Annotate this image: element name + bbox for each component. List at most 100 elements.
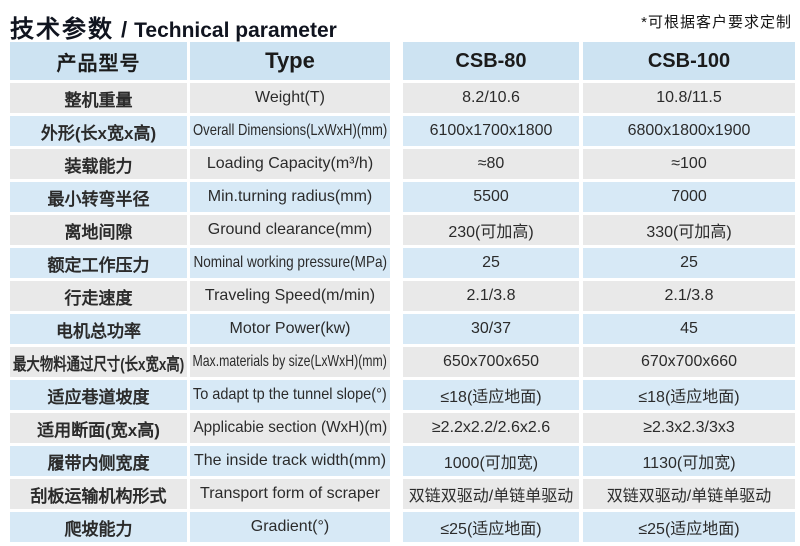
value-csb80: 5500	[473, 188, 509, 205]
param-name-en-cell: Weight(T)	[190, 83, 390, 113]
param-name-en-cell: Min.turning radius(mm)	[190, 182, 390, 212]
value-csb100: 330(可加高)	[646, 224, 732, 241]
value-csb80-cell: ≤25(适应地面)	[403, 512, 579, 542]
table-row: 最大物料通过尺寸(长x宽x高) Max.materials by size(Lx…	[10, 347, 795, 377]
value-csb80-cell: 2.1/3.8	[403, 281, 579, 311]
param-name-en-cell: The inside track width(mm)	[190, 446, 390, 476]
param-name-en: Gradient(°)	[250, 518, 330, 535]
value-csb80: ≤18(适应地面)	[440, 389, 542, 406]
param-name-zh-cell: 履带内侧宽度	[10, 446, 187, 476]
header-type: Type	[190, 42, 390, 80]
value-csb80: 8.2/10.6	[462, 89, 520, 106]
value-csb80: 25	[482, 254, 500, 271]
param-name-zh-cell: 刮板运输机构形式	[10, 479, 187, 509]
value-csb100: 双链双驱动/单链单驱动	[606, 488, 772, 505]
param-name-zh: 整机重量	[64, 90, 133, 110]
table-row: 适用断面(宽x高) Applicabie section (WxH)(m) ≥2…	[10, 413, 795, 443]
value-csb100-cell: 330(可加高)	[583, 215, 795, 245]
param-name-en: Applicabie section (WxH)(m)	[193, 419, 387, 436]
param-name-zh: 履带内侧宽度	[47, 453, 150, 473]
param-name-en: Max.materials by size(LxWxH)(mm)	[192, 353, 388, 370]
header-csb-80-label: CSB-80	[455, 49, 527, 72]
value-csb100-cell: 7000	[583, 182, 795, 212]
param-name-en: Ground clearance(mm)	[207, 221, 373, 238]
value-csb80-cell: 6100x1700x1800	[403, 116, 579, 146]
title-separator: /	[121, 17, 128, 42]
table-header-row: 产品型号 Type CSB-80 CSB-100	[10, 42, 795, 80]
value-csb100-cell: ≤25(适应地面)	[583, 512, 795, 542]
param-name-zh-cell: 最小转弯半径	[10, 182, 187, 212]
header-csb-100: CSB-100	[583, 42, 795, 80]
value-csb100: ≥2.3x2.3/3x3	[643, 419, 735, 436]
value-csb80-cell: ≤18(适应地面)	[403, 380, 579, 410]
header-product-model-label: 产品型号	[56, 52, 141, 75]
value-csb100: 1130(可加宽)	[642, 455, 736, 472]
param-name-en: The inside track width(mm)	[193, 452, 387, 469]
param-name-zh: 电机总功率	[56, 321, 141, 341]
value-csb100: 10.8/11.5	[656, 89, 722, 106]
value-csb100-cell: ≈100	[583, 149, 795, 179]
value-csb80: 650x700x650	[442, 353, 540, 370]
header-csb-80: CSB-80	[403, 42, 579, 80]
param-name-zh-cell: 额定工作压力	[10, 248, 187, 278]
value-csb100: 2.1/3.8	[664, 287, 714, 304]
value-csb80: ≤25(适应地面)	[440, 521, 542, 538]
param-name-en-cell: Gradient(°)	[190, 512, 390, 542]
param-name-zh: 适应巷道坡度	[47, 387, 150, 407]
value-csb100: ≤25(适应地面)	[638, 521, 740, 538]
param-name-zh: 刮板运输机构形式	[30, 486, 167, 506]
param-name-zh-cell: 离地间隙	[10, 215, 187, 245]
value-csb100: 6800x1800x1900	[627, 122, 751, 139]
value-csb80-cell: 30/37	[403, 314, 579, 344]
value-csb100-cell: 45	[583, 314, 795, 344]
value-csb80-cell: 25	[403, 248, 579, 278]
header-csb-100-label: CSB-100	[647, 49, 731, 72]
value-csb80-cell: ≈80	[403, 149, 579, 179]
param-name-en-cell: Motor Power(kw)	[190, 314, 390, 344]
param-name-zh-cell: 行走速度	[10, 281, 187, 311]
param-name-zh: 离地间隙	[64, 222, 133, 242]
value-csb80: ≈80	[477, 155, 505, 172]
value-csb80: 双链双驱动/单链单驱动	[408, 488, 574, 505]
param-name-zh: 最大物料通过尺寸(长x宽x高)	[12, 354, 185, 374]
param-name-en: Weight(T)	[255, 89, 325, 106]
value-csb100: 670x700x660	[640, 353, 738, 370]
param-name-en: Motor Power(kw)	[229, 320, 351, 337]
value-csb100-cell: 双链双驱动/单链单驱动	[583, 479, 795, 509]
value-csb80-cell: 双链双驱动/单链单驱动	[403, 479, 579, 509]
param-name-zh-cell: 爬坡能力	[10, 512, 187, 542]
param-name-en-cell: Applicabie section (WxH)(m)	[190, 413, 390, 443]
param-name-en-cell: To adapt tp the tunnel slope(°)	[190, 380, 390, 410]
param-name-en-cell: Ground clearance(mm)	[190, 215, 390, 245]
customization-note: *可根据客户要求定制	[641, 14, 792, 31]
technical-parameter-table: 产品型号 Type CSB-80 CSB-100 整机重量 Weight(T) …	[10, 42, 795, 545]
value-csb80: 2.1/3.8	[466, 287, 516, 304]
param-name-en: Loading Capacity(m³/h)	[206, 155, 374, 172]
table-row: 额定工作压力 Nominal working pressure(MPa) 25 …	[10, 248, 795, 278]
table-row: 履带内侧宽度 The inside track width(mm) 1000(可…	[10, 446, 795, 476]
table-row: 离地间隙 Ground clearance(mm) 230(可加高) 330(可…	[10, 215, 795, 245]
value-csb80: 230(可加高)	[448, 224, 534, 241]
param-name-en-cell: Transport form of scraper	[190, 479, 390, 509]
param-name-zh-cell: 电机总功率	[10, 314, 187, 344]
header-type-label: Type	[265, 48, 315, 73]
value-csb80-cell: 650x700x650	[403, 347, 579, 377]
value-csb80-cell: 5500	[403, 182, 579, 212]
value-csb100-cell: 6800x1800x1900	[583, 116, 795, 146]
param-name-en: Nominal working pressure(MPa)	[193, 254, 387, 271]
param-name-en: Traveling Speed(m/min)	[204, 287, 376, 304]
table-row: 适应巷道坡度 To adapt tp the tunnel slope(°) ≤…	[10, 380, 795, 410]
param-name-zh-cell: 整机重量	[10, 83, 187, 113]
value-csb80: 1000(可加宽)	[443, 455, 539, 472]
param-name-zh: 适用断面(宽x高)	[37, 420, 160, 440]
param-name-en-cell: Max.materials by size(LxWxH)(mm)	[190, 347, 390, 377]
value-csb80-cell: 8.2/10.6	[403, 83, 579, 113]
table-row: 外形(长x宽x高) Overall Dimensions(LxWxH)(mm) …	[10, 116, 795, 146]
value-csb100-cell: ≤18(适应地面)	[583, 380, 795, 410]
table-row: 刮板运输机构形式 Transport form of scraper 双链双驱动…	[10, 479, 795, 509]
table-row: 整机重量 Weight(T) 8.2/10.6 10.8/11.5	[10, 83, 795, 113]
value-csb80-cell: 1000(可加宽)	[403, 446, 579, 476]
param-name-zh-cell: 外形(长x宽x高)	[10, 116, 187, 146]
param-name-zh-cell: 最大物料通过尺寸(长x宽x高)	[10, 347, 187, 377]
